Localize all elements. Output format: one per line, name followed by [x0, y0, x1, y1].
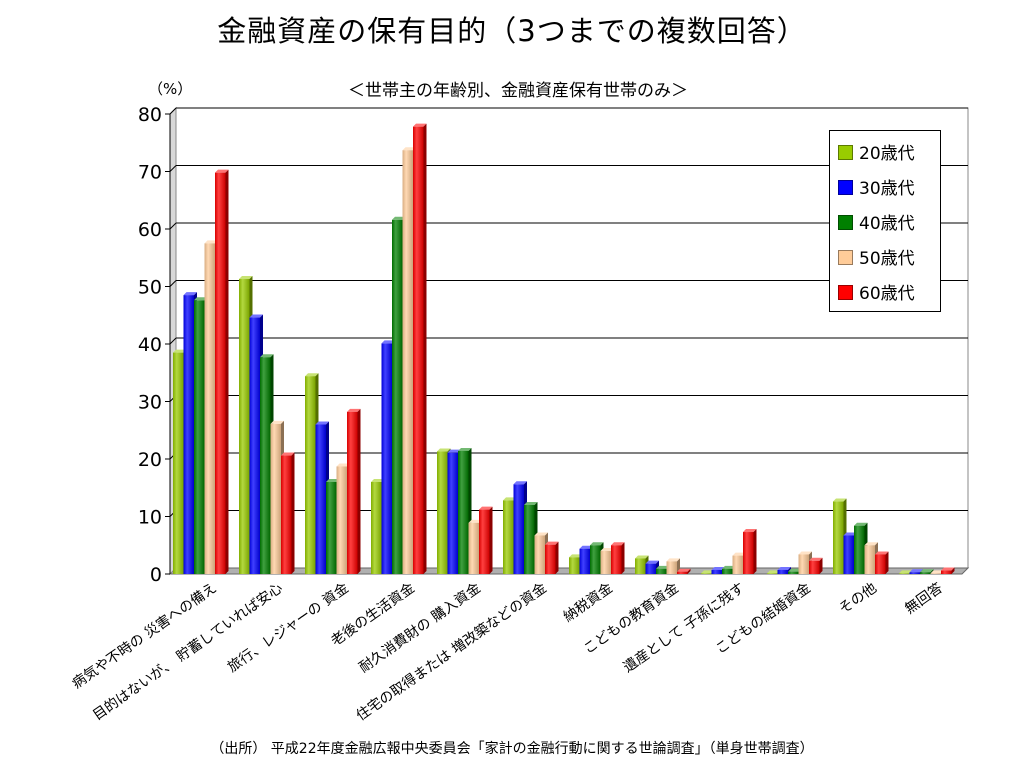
bar: [875, 551, 889, 574]
legend-swatch: [838, 215, 853, 230]
bar: [611, 542, 625, 574]
y-tick-label: 30: [138, 392, 162, 414]
gridline-side: [169, 280, 177, 287]
y-tick-label: 10: [138, 507, 162, 529]
source-note: （出所） 平成22年度金融広報中央委員会「家計の金融行動に関する世論調査」（単身…: [210, 741, 814, 757]
legend-label: 50歳代: [859, 249, 915, 269]
y-tick-label: 70: [138, 162, 162, 184]
y-tick-label: 0: [150, 564, 162, 586]
x-tick-label: 旅行、レジャーの 資金: [225, 580, 352, 676]
legend-item: 20歳代: [838, 143, 915, 165]
legend-item: 60歳代: [838, 283, 915, 305]
chart-subtitle: ＜世帯主の年齢別、金融資産保有世帯のみ＞: [348, 81, 688, 101]
legend-swatch: [838, 250, 853, 265]
x-tick-label: 耐久消費財の 購入資金: [356, 580, 484, 676]
gridline-side: [169, 165, 177, 172]
legend-label: 60歳代: [859, 284, 915, 304]
bars: [173, 123, 955, 575]
bar: [743, 529, 757, 574]
chart-legend: 20歳代 30歳代 40歳代 50歳代 60歳代: [829, 130, 941, 312]
x-tick-label: 無回答: [902, 579, 946, 617]
legend-label: 20歳代: [859, 144, 915, 164]
bar: [677, 568, 691, 574]
legend-swatch: [838, 145, 853, 160]
y-tick-label: 50: [138, 277, 162, 299]
bar: [347, 408, 361, 574]
y-tick-label: 40: [138, 334, 162, 356]
bar: [479, 506, 493, 574]
page-title: 金融資産の保有目的（3つまでの複数回答）: [217, 14, 807, 48]
y-tick-label: 80: [138, 104, 162, 126]
legend-item: 50歳代: [838, 248, 915, 270]
bar: [215, 169, 229, 574]
x-tick-label: 納税資金: [561, 580, 616, 625]
bar: [413, 123, 427, 575]
bar: [281, 452, 295, 574]
legend-label: 30歳代: [859, 179, 915, 199]
legend-label: 40歳代: [859, 214, 915, 234]
x-tick-label: 遺産として 子孫に残す: [621, 580, 748, 676]
y-axis-unit-label: （%）: [148, 80, 193, 98]
legend-item: 40歳代: [838, 213, 915, 235]
bar: [941, 567, 955, 574]
gridline-side: [169, 222, 177, 230]
legend-swatch: [838, 180, 853, 195]
y-tick-label: 20: [138, 449, 162, 471]
x-tick-label: その他: [836, 580, 880, 617]
bar: [545, 541, 559, 574]
gridline-side: [169, 337, 177, 345]
gridline-side: [169, 107, 177, 115]
bar: [809, 557, 823, 574]
legend-item: 30歳代: [838, 178, 915, 200]
y-tick-label: 60: [138, 219, 162, 241]
legend-swatch: [838, 285, 853, 300]
